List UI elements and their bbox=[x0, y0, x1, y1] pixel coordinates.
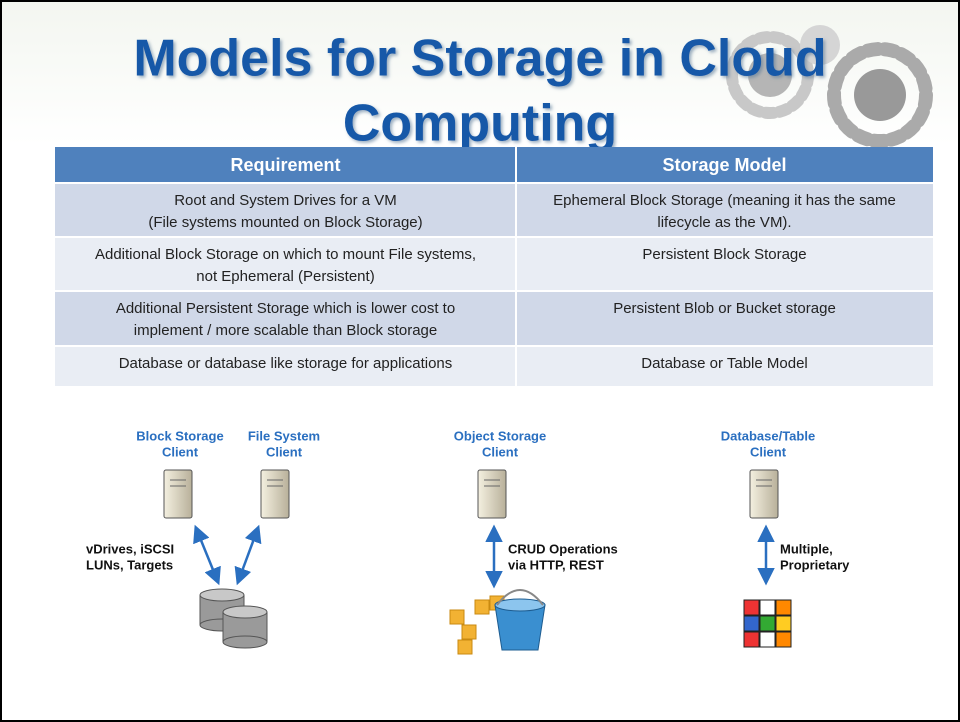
protocol-label: Multiple, bbox=[780, 541, 833, 556]
cube-tile bbox=[775, 615, 792, 632]
cube-tile bbox=[759, 599, 776, 616]
table-header bbox=[55, 147, 933, 183]
protocol-label: Proprietary bbox=[780, 557, 850, 572]
table-cell: Additional Persistent Storage which is l… bbox=[116, 300, 455, 317]
table-cell: Persistent Block Storage bbox=[642, 246, 806, 263]
disk-top bbox=[199, 588, 245, 602]
cube-tile bbox=[775, 599, 792, 616]
title-line: Computing bbox=[343, 95, 617, 153]
cube-box bbox=[457, 639, 473, 655]
cube-box bbox=[474, 599, 490, 615]
protocol-label: vDrives, iSCSI bbox=[86, 541, 174, 556]
table-cell: Ephemeral Block Storage (meaning it has … bbox=[553, 192, 896, 209]
disk-bottom bbox=[222, 635, 268, 649]
server-icon bbox=[260, 469, 290, 519]
protocol-label: LUNs, Targets bbox=[86, 557, 173, 572]
cube-box bbox=[449, 609, 465, 625]
cube-tile bbox=[759, 631, 776, 648]
bucket bbox=[494, 604, 546, 651]
table-row bbox=[55, 237, 933, 291]
server-icon bbox=[749, 469, 779, 519]
table-cell: Persistent Blob or Bucket storage bbox=[613, 300, 836, 317]
server-icon bbox=[477, 469, 507, 519]
cube-box bbox=[461, 624, 477, 640]
client-label: Object Storage bbox=[454, 428, 546, 443]
client-label: Client bbox=[482, 444, 519, 459]
bucket-rim bbox=[494, 598, 546, 612]
client-label: Client bbox=[162, 444, 199, 459]
cube-tile bbox=[743, 615, 760, 632]
cube-tile bbox=[743, 631, 760, 648]
client-label: Client bbox=[266, 444, 303, 459]
arrow bbox=[234, 524, 262, 586]
table-row bbox=[55, 183, 933, 237]
protocol-label: via HTTP, REST bbox=[508, 557, 604, 572]
table-cell: Database or database like storage for ap… bbox=[119, 355, 453, 372]
cube-tile bbox=[743, 599, 760, 616]
table-cell: (File systems mounted on Block Storage) bbox=[148, 214, 422, 231]
table-cell: lifecycle as the VM). bbox=[657, 214, 791, 231]
disk-top bbox=[222, 605, 268, 619]
gears bbox=[726, 25, 933, 148]
table-cell: not Ephemeral (Persistent) bbox=[196, 268, 374, 285]
table-cell: Additional Block Storage on which to mou… bbox=[95, 246, 476, 263]
table-row bbox=[55, 291, 933, 346]
table-cell: Database or Table Model bbox=[641, 355, 808, 372]
cube-tile bbox=[759, 615, 776, 632]
cube-tile bbox=[775, 631, 792, 648]
column-header: Storage Model bbox=[662, 155, 786, 175]
client-label: File System bbox=[248, 428, 320, 443]
bucket-handle bbox=[496, 589, 544, 606]
table-cell: Root and System Drives for a VM bbox=[174, 192, 397, 209]
server-icon bbox=[163, 469, 193, 519]
protocol-label: CRUD Operations bbox=[508, 541, 618, 556]
table-cell: implement / more scalable than Block sto… bbox=[134, 322, 437, 339]
client-label: Block Storage bbox=[136, 428, 223, 443]
arrow bbox=[193, 524, 221, 586]
column-header: Requirement bbox=[230, 155, 340, 175]
table-row bbox=[55, 346, 933, 386]
client-label: Client bbox=[750, 444, 787, 459]
client-label: Database/Table bbox=[721, 428, 815, 443]
title-line: Models for Storage in Cloud bbox=[133, 30, 826, 88]
